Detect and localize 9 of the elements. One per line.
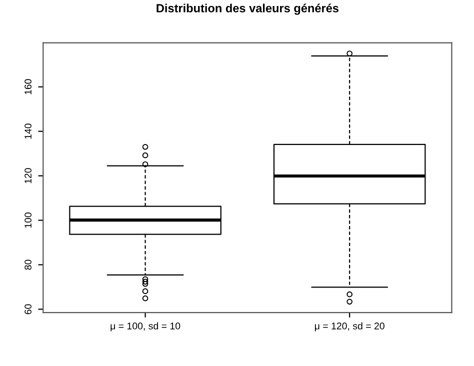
x-tick-label: μ = 120, sd = 20 xyxy=(314,322,384,332)
y-tick-label: 100 xyxy=(24,212,32,228)
chart-title: Distribution des valeurs générés xyxy=(156,4,338,15)
x-tick-label: μ = 100, sd = 10 xyxy=(110,322,180,332)
y-tick-label: 160 xyxy=(24,79,32,94)
y-tick-label: 120 xyxy=(24,168,32,184)
y-tick-label: 140 xyxy=(24,124,32,139)
y-tick-label: 80 xyxy=(24,260,32,270)
y-tick-label: 60 xyxy=(24,304,32,314)
